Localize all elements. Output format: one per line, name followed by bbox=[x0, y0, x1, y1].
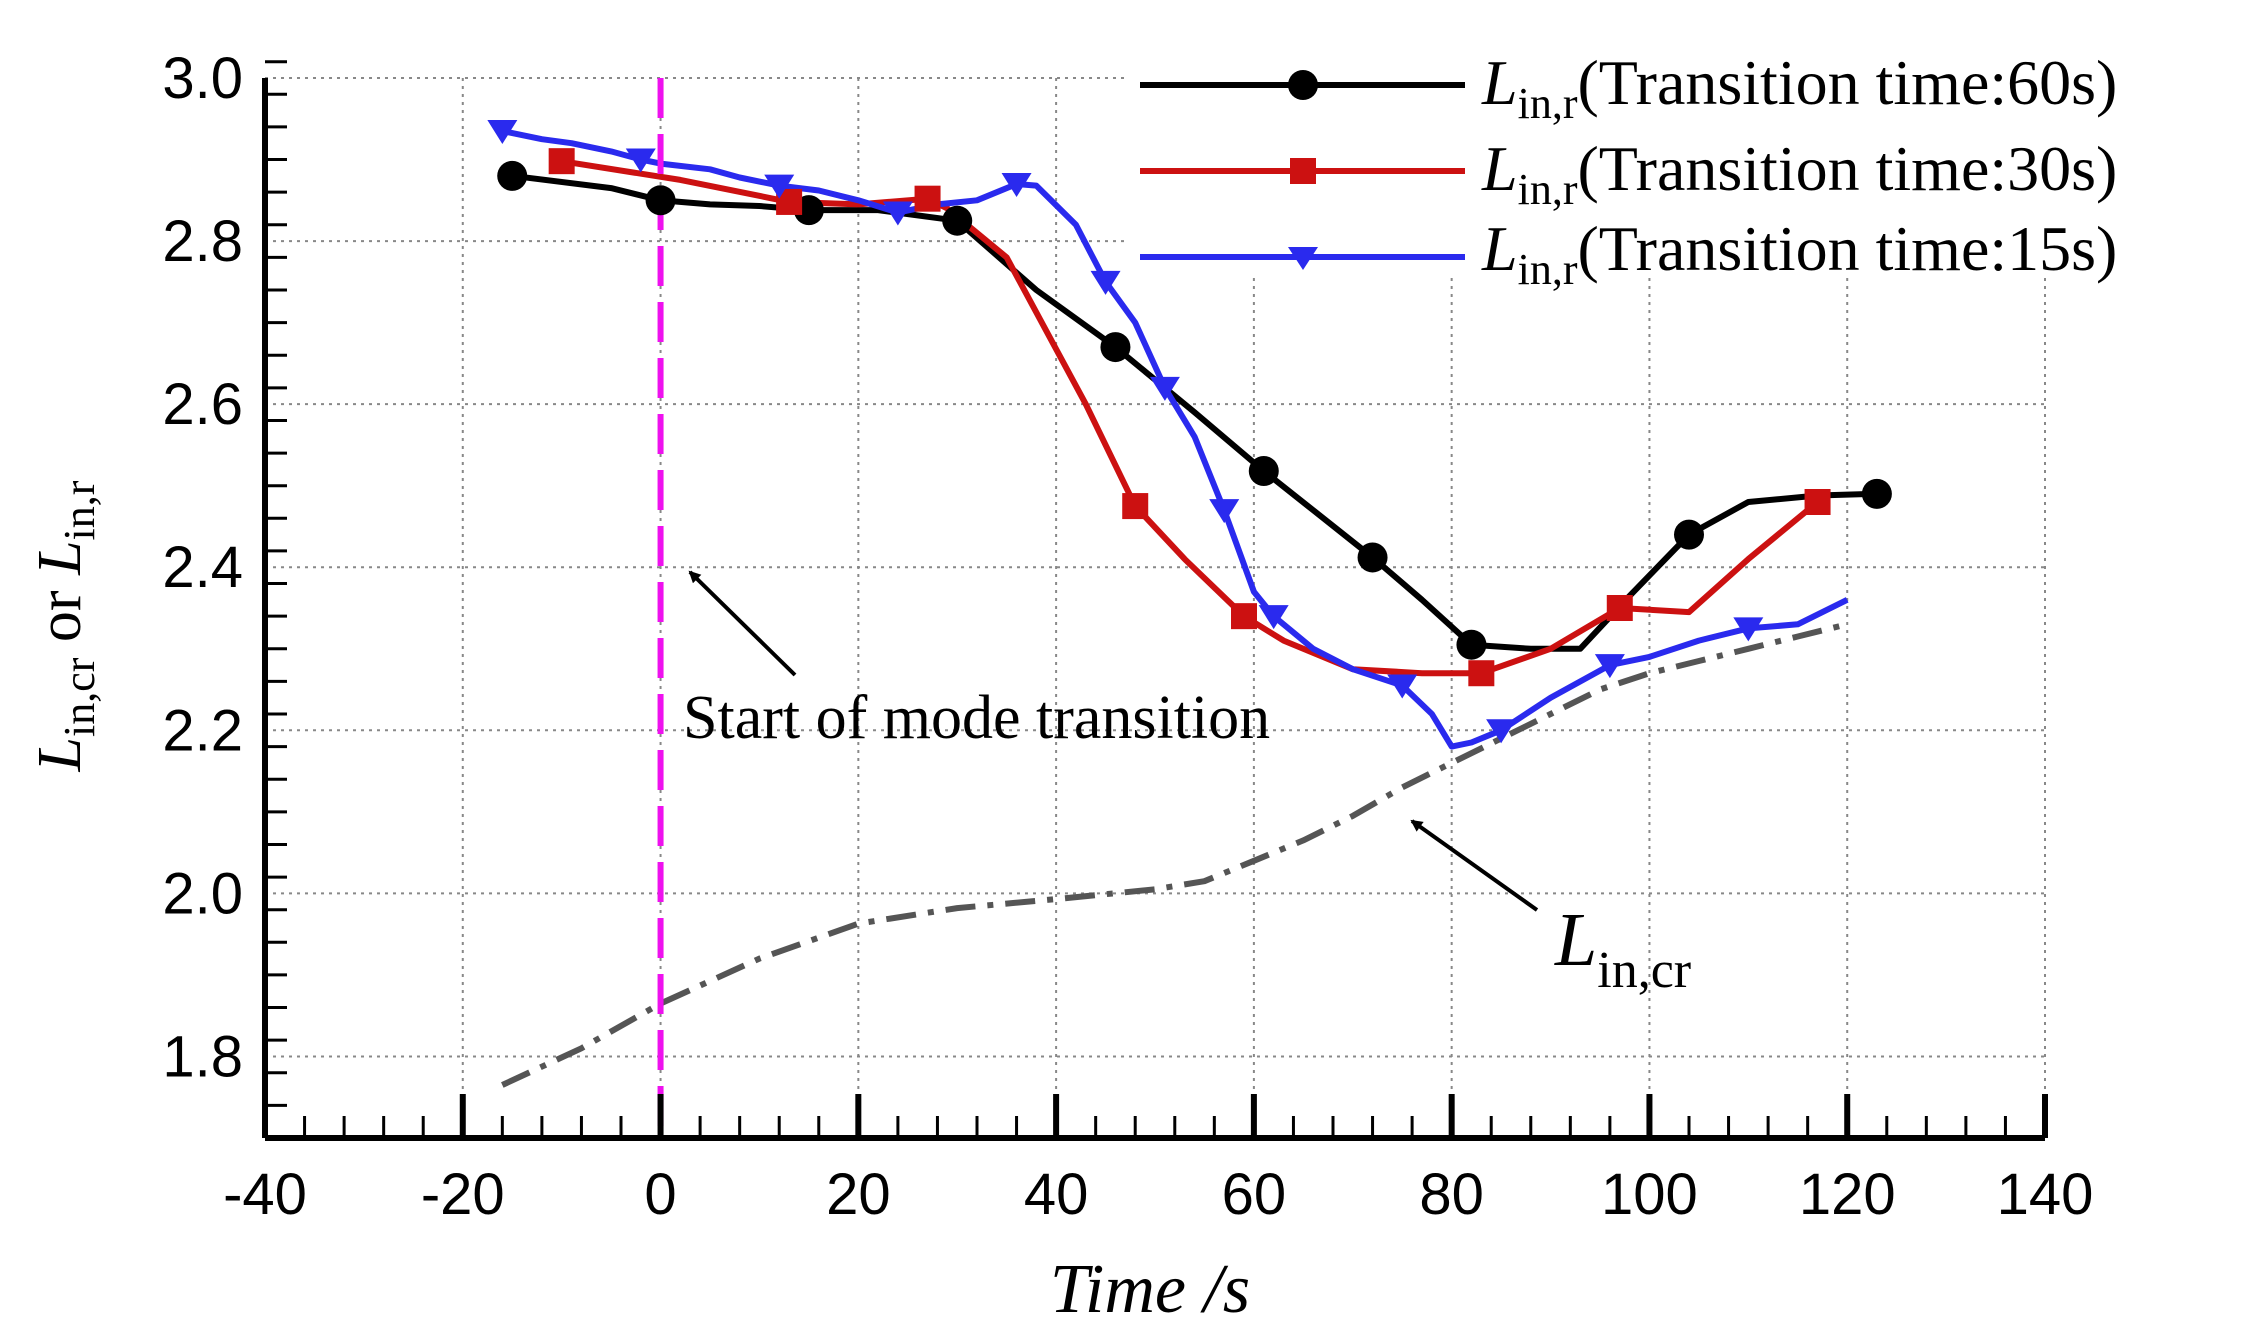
y-label-l2: L bbox=[26, 540, 94, 575]
y-axis-title: Lin,cr or Lin,r bbox=[26, 480, 104, 772]
data-point-0 bbox=[942, 205, 973, 236]
data-point-1 bbox=[1804, 489, 1831, 515]
legend-main-30s: L bbox=[1481, 133, 1518, 204]
annotations: Start of mode transition Lin,cr bbox=[683, 570, 1691, 999]
legend-sub-30s: in,r bbox=[1518, 165, 1578, 214]
legend-label-15s: Lin,r(Transition time:15s) bbox=[1481, 213, 2117, 294]
data-point-0 bbox=[1456, 629, 1487, 660]
y-label-s1: in,cr bbox=[55, 657, 104, 737]
x-tick-label: -20 bbox=[421, 1162, 505, 1227]
data-point-2 bbox=[1209, 499, 1240, 524]
legend: Lin,r(Transition time:60s) Lin,r(Transit… bbox=[1125, 28, 2245, 294]
x-tick-label: 100 bbox=[1601, 1162, 1698, 1227]
lincr-arrow bbox=[1410, 819, 1539, 912]
y-tick-label: 2.0 bbox=[162, 861, 243, 926]
legend-label-30s: Lin,r(Transition time:30s) bbox=[1481, 133, 2117, 214]
data-point-1 bbox=[1122, 493, 1149, 520]
data-point-2 bbox=[764, 174, 795, 199]
data-point-1 bbox=[548, 148, 575, 175]
x-tick-label: -40 bbox=[223, 1162, 307, 1227]
data-point-2 bbox=[1258, 605, 1289, 630]
legend-marker-60s bbox=[1288, 70, 1318, 100]
legend-sub-15s: in,r bbox=[1518, 245, 1578, 294]
x-tick-label: 20 bbox=[826, 1162, 891, 1227]
legend-marker-30s bbox=[1290, 158, 1316, 184]
legend-rest-30s: (Transition time:30s) bbox=[1577, 133, 2117, 204]
data-point-2 bbox=[882, 201, 913, 226]
x-tick-label: 60 bbox=[1222, 1162, 1287, 1227]
start-annotation: Start of mode transition bbox=[683, 684, 1270, 752]
data-point-2 bbox=[1387, 674, 1418, 699]
legend-sub-60s: in,r bbox=[1518, 79, 1578, 128]
y-tick-label: 2.2 bbox=[162, 698, 243, 763]
data-point-1 bbox=[1606, 595, 1633, 621]
legend-background bbox=[1125, 28, 2245, 278]
legend-rest-15s: (Transition time:15s) bbox=[1577, 213, 2117, 284]
x-axis-title: Time /s bbox=[1050, 1251, 1250, 1328]
series-line-2 bbox=[501, 128, 1849, 750]
data-point-2 bbox=[1001, 173, 1032, 197]
y-label-l1: L bbox=[26, 737, 94, 772]
legend-label-60s: Lin,r(Transition time:60s) bbox=[1481, 47, 2117, 128]
series-markers bbox=[487, 120, 1892, 744]
data-point-2 bbox=[1733, 617, 1764, 642]
data-point-1 bbox=[914, 185, 941, 212]
data-point-0 bbox=[497, 160, 528, 191]
data-point-0 bbox=[645, 185, 676, 216]
data-point-2 bbox=[487, 120, 518, 144]
y-tick-label: 3.0 bbox=[162, 46, 243, 111]
y-tick-label: 1.8 bbox=[162, 1024, 243, 1089]
legend-marker-15s bbox=[1288, 247, 1318, 270]
start-arrow bbox=[688, 570, 797, 677]
legend-main-15s: L bbox=[1481, 213, 1518, 284]
legend-entry-30s: Lin,r(Transition time:30s) bbox=[1140, 133, 2117, 214]
data-point-2 bbox=[1486, 719, 1517, 744]
axes bbox=[262, 60, 2048, 1141]
legend-entry-15s: Lin,r(Transition time:15s) bbox=[1140, 213, 2117, 294]
data-point-2 bbox=[1149, 376, 1180, 401]
legend-entry-60s: Lin,r(Transition time:60s) bbox=[1140, 47, 2117, 128]
x-tick-label: 120 bbox=[1799, 1162, 1896, 1227]
x-tick-label: 80 bbox=[1419, 1162, 1484, 1227]
lincr-sub: in,cr bbox=[1597, 942, 1691, 999]
data-point-0 bbox=[1357, 542, 1388, 573]
data-point-0 bbox=[1100, 332, 1131, 363]
data-point-1 bbox=[1231, 603, 1257, 630]
data-point-1 bbox=[1468, 660, 1495, 687]
legend-main-60s: L bbox=[1481, 47, 1518, 118]
data-point-2 bbox=[625, 148, 656, 173]
y-label-s2: in,r bbox=[55, 480, 104, 540]
x-tick-label: 0 bbox=[644, 1162, 676, 1227]
lincr-main: L bbox=[1554, 898, 1597, 982]
y-tick-label: 2.8 bbox=[162, 209, 243, 274]
y-label-mid: or bbox=[26, 575, 94, 658]
data-point-0 bbox=[1248, 456, 1279, 487]
data-point-2 bbox=[1090, 270, 1121, 295]
y-tick-label: 2.6 bbox=[162, 372, 243, 437]
lincr-annotation: Lin,cr bbox=[1554, 898, 1691, 999]
x-tick-label: 140 bbox=[1997, 1162, 2094, 1227]
tick-labels: -40 -20 0 20 40 60 80 100 120 140 1.8 2.0 2.2 2.4 2.6 2… bbox=[162, 46, 2093, 1227]
data-point-0 bbox=[1861, 478, 1892, 509]
data-point-0 bbox=[1674, 519, 1704, 550]
x-tick-label: 40 bbox=[1024, 1162, 1089, 1227]
legend-rest-60s: (Transition time:60s) bbox=[1577, 47, 2117, 118]
data-point-2 bbox=[1594, 654, 1625, 679]
y-tick-label: 2.4 bbox=[162, 535, 243, 600]
